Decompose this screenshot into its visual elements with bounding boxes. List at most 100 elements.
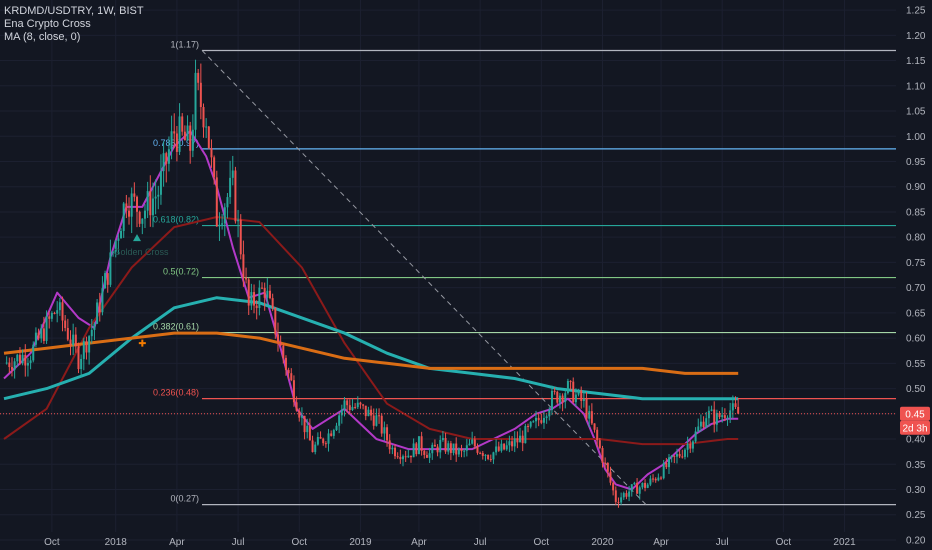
candle-body xyxy=(370,409,373,416)
candle-body xyxy=(404,456,407,458)
candle-body xyxy=(101,288,104,313)
candle-body xyxy=(436,446,439,453)
candle-body xyxy=(705,418,708,428)
candle-body xyxy=(452,443,455,453)
candle-body xyxy=(527,425,530,427)
price-tick-label: 0.50 xyxy=(906,384,926,395)
candle-body xyxy=(229,177,232,198)
candle-body xyxy=(247,279,250,306)
indicator-ma[interactable]: MA (8, close, 0) xyxy=(4,31,81,43)
candle-body xyxy=(428,453,431,458)
candle-body xyxy=(508,441,511,446)
candle-body xyxy=(5,362,8,364)
candle-body xyxy=(388,440,391,450)
candle-body xyxy=(346,400,349,406)
price-tick-label: 0.80 xyxy=(906,233,926,244)
candle-body xyxy=(683,449,686,457)
candle-body xyxy=(649,478,652,485)
time-tick-label: 2018 xyxy=(105,537,128,548)
candle-body xyxy=(335,425,338,431)
candle-body xyxy=(250,292,253,306)
candle-body xyxy=(58,302,61,311)
candle-body xyxy=(178,116,181,152)
price-tick-label: 0.30 xyxy=(906,485,926,496)
candle-body xyxy=(80,358,83,370)
countdown-value: 2d 3h xyxy=(902,423,927,434)
candle-body xyxy=(175,133,178,152)
candle-body xyxy=(468,443,471,446)
candle-body xyxy=(412,443,415,458)
price-axis[interactable]: 1.25 1.20 1.15 1.10 1.05 1.00 0.95 0.90 0.85 0.80… xyxy=(906,6,926,547)
candle-body xyxy=(290,373,293,381)
candle-body xyxy=(141,218,144,224)
candle-body xyxy=(104,273,107,289)
candle-body xyxy=(40,328,43,339)
candle-body xyxy=(298,410,301,418)
candle-body xyxy=(32,344,35,361)
price-tick-label: 0.40 xyxy=(906,435,926,446)
candle-body xyxy=(460,448,463,452)
price-tick-label: 0.55 xyxy=(906,359,926,370)
candle-body xyxy=(130,193,133,217)
candle-body xyxy=(61,302,64,321)
candle-body xyxy=(162,153,165,172)
cross-plus-marker xyxy=(138,339,146,347)
candle-body xyxy=(237,219,240,222)
candle-body xyxy=(56,310,59,314)
candle-body xyxy=(617,501,620,503)
candle-body xyxy=(721,415,724,418)
candle-body xyxy=(16,354,19,362)
candle-body xyxy=(269,290,271,299)
candle-body xyxy=(561,395,564,402)
candle-body xyxy=(686,443,689,450)
price-tick-label: 1.10 xyxy=(906,81,926,92)
candle-body xyxy=(306,425,309,433)
time-tick-label: Jul xyxy=(474,537,487,548)
candle-body xyxy=(444,438,447,452)
candle-body xyxy=(82,340,85,359)
price-tick-label: 0.65 xyxy=(906,308,926,319)
fibonacci-retracement[interactable]: 1(1.17)0.786(0.97)0.618(0.82)0.5(0.72)0.… xyxy=(153,39,896,506)
time-axis[interactable]: Oct 2018 Apr Jul Oct 2019 Apr Jul Oct 2020 Apr Jul O… xyxy=(44,537,856,548)
candle-body xyxy=(532,421,535,423)
candle-body xyxy=(402,456,404,460)
candle-body xyxy=(42,328,45,341)
candle-body xyxy=(165,153,168,164)
candle-body xyxy=(173,131,176,134)
diagonal-trend-line[interactable] xyxy=(201,50,647,505)
symbol-title[interactable]: KRDMD/USDTRY, 1W, BIST xyxy=(4,5,144,17)
candle-body xyxy=(159,171,162,195)
candle-body xyxy=(120,230,123,239)
fib-level-label: 1(1.17) xyxy=(170,39,199,49)
candle-body xyxy=(37,332,40,339)
candle-body xyxy=(226,197,229,208)
indicator-ena-crypto-cross[interactable]: Ena Crypto Cross xyxy=(4,18,91,30)
candle-body xyxy=(612,482,615,491)
candle-body xyxy=(535,417,537,422)
price-tick-label: 0.20 xyxy=(906,535,926,546)
candle-body xyxy=(572,381,575,403)
candle-body xyxy=(670,455,673,458)
candle-body xyxy=(24,354,27,366)
candle-body xyxy=(481,453,484,456)
candle-body xyxy=(72,334,75,345)
candle-body xyxy=(295,402,298,411)
candle-body xyxy=(471,439,474,444)
candle-body xyxy=(529,421,532,427)
candle-body xyxy=(519,435,522,443)
candle-body xyxy=(715,413,718,425)
candle-body xyxy=(356,402,359,408)
candle-body xyxy=(540,420,543,423)
candle-body xyxy=(495,446,498,453)
candle-body xyxy=(537,417,540,421)
candle-body xyxy=(564,393,567,402)
candle-body xyxy=(497,446,500,451)
candle-body xyxy=(710,409,713,411)
candle-body xyxy=(691,441,694,449)
candle-body xyxy=(633,482,636,485)
candle-body xyxy=(197,72,200,83)
candle-body xyxy=(276,334,279,342)
candle-body xyxy=(274,307,277,335)
